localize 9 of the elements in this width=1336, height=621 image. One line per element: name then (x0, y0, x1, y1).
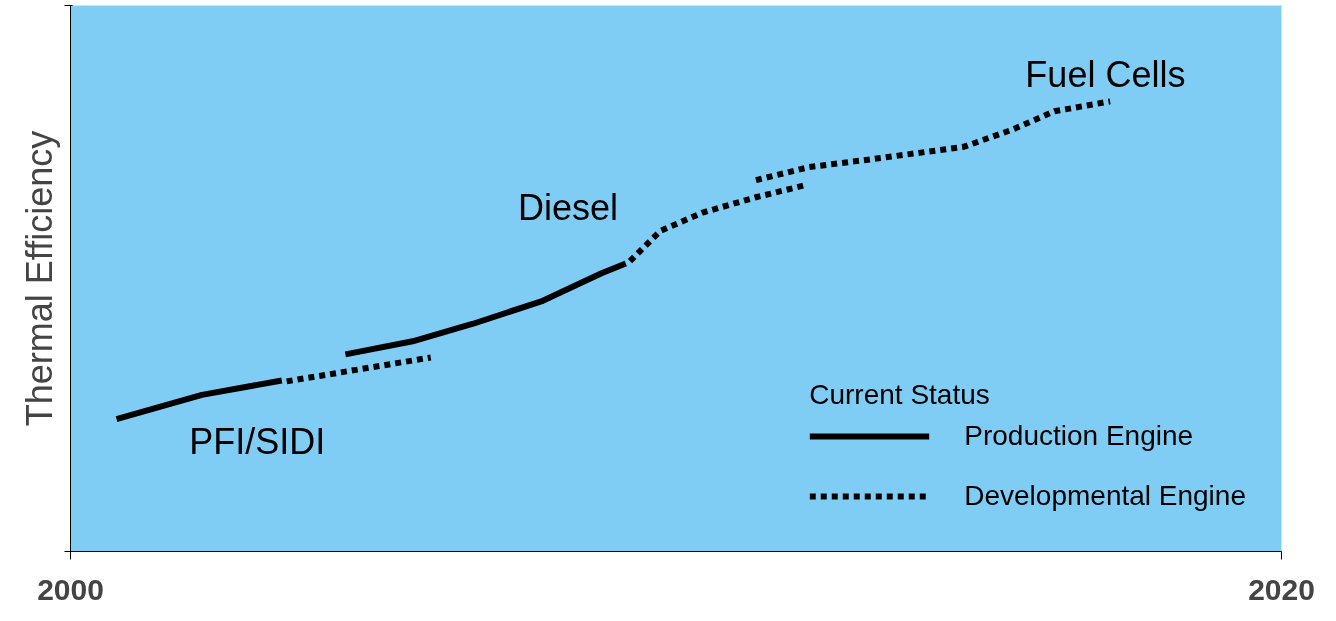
annotation: Diesel (517, 186, 619, 228)
legend-label: Developmental Engine (964, 480, 1246, 512)
x-tick-label: 2000 (37, 572, 104, 606)
y-axis-title: Thermal Efficiency (18, 130, 60, 427)
annotation: PFI/SIDI (189, 421, 326, 463)
legend-label: Production Engine (964, 420, 1194, 452)
legend-title: Current Status (809, 379, 991, 411)
x-tick-label: 2020 (1248, 572, 1315, 606)
text: Fuel Cells (1025, 53, 1186, 95)
